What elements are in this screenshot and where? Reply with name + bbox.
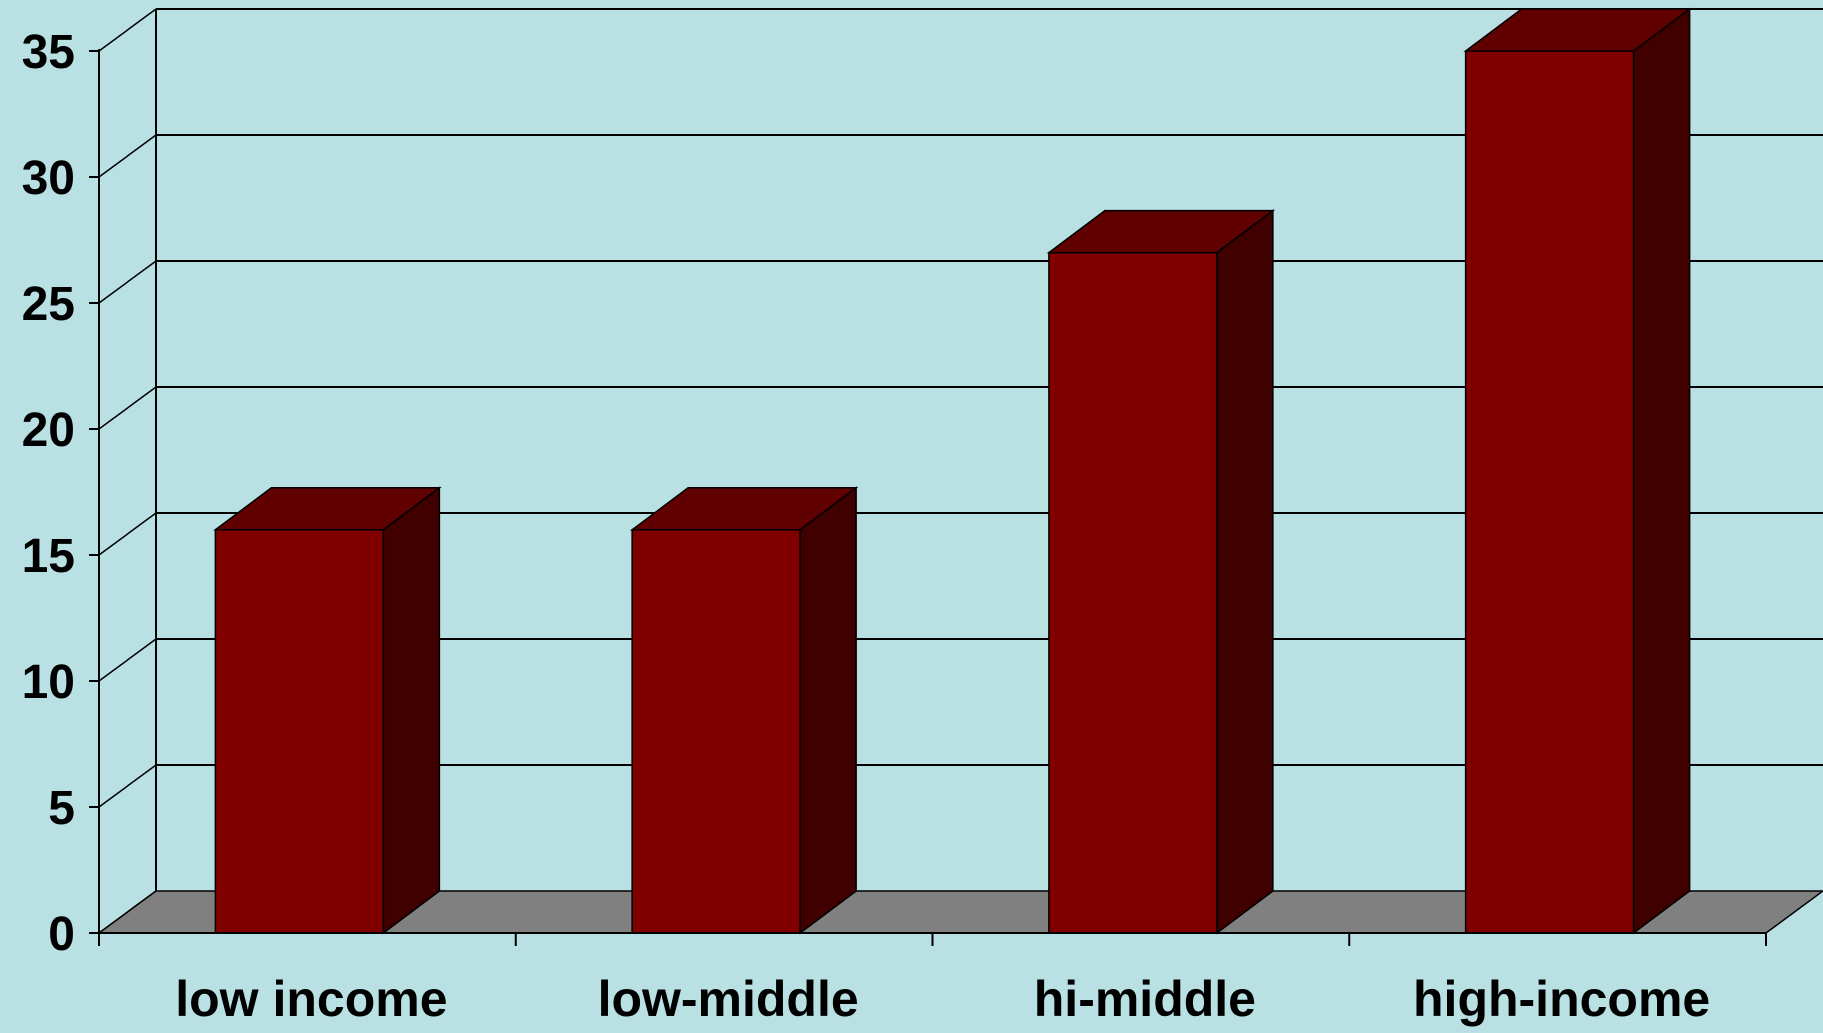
bar-front-face xyxy=(631,529,801,934)
bar-side-face xyxy=(799,486,857,935)
bar-front-face xyxy=(1464,50,1635,934)
y-tick-label: 20 xyxy=(22,404,75,457)
y-tick-label: 25 xyxy=(22,278,75,331)
x-tick-label: hi-middle xyxy=(1034,971,1256,1027)
side-wall-gridline xyxy=(98,638,157,682)
bar-front-face xyxy=(1048,251,1218,934)
y-tick-label: 30 xyxy=(22,152,75,205)
x-tick-label: low-middle xyxy=(598,971,859,1027)
bar-side-face xyxy=(1216,209,1274,935)
y-axis: 0 5 10 15 20 25 30 35 xyxy=(22,26,100,961)
bar-1 xyxy=(213,486,442,935)
x-axis: low income low-middle hi-middle high-income xyxy=(98,932,1767,1027)
x-tick-label: high-income xyxy=(1413,971,1710,1027)
bar-side-face xyxy=(382,486,441,935)
bar-3 xyxy=(1046,209,1276,935)
y-tick-label: 0 xyxy=(48,908,75,961)
bars xyxy=(213,7,1692,935)
bar-side-face xyxy=(1632,7,1691,935)
side-wall-gridline xyxy=(98,8,157,52)
y-tick-label: 35 xyxy=(22,26,75,79)
bar-4 xyxy=(1463,7,1692,935)
x-tick-label: low income xyxy=(175,971,447,1027)
y-tick-label: 10 xyxy=(22,656,75,709)
side-wall-gridline xyxy=(98,512,157,556)
y-tick-label: 5 xyxy=(48,782,75,835)
y-tick-label: 15 xyxy=(22,530,75,583)
side-wall-gridline xyxy=(98,386,157,430)
bar-front-face xyxy=(214,529,385,934)
bar-2 xyxy=(629,486,859,935)
side-wall-gridline xyxy=(98,134,157,178)
side-wall-gridline xyxy=(98,764,157,808)
side-wall-gridline xyxy=(98,260,157,304)
